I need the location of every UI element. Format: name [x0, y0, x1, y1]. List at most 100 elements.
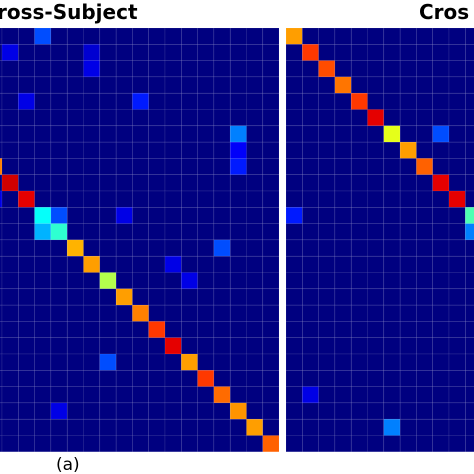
heatmap-cell	[148, 239, 166, 257]
heatmap-cell	[367, 141, 385, 159]
heatmap-cell	[246, 141, 264, 159]
heatmap-cell	[262, 321, 279, 338]
heatmap-cell	[246, 255, 264, 273]
heatmap-cell	[432, 43, 450, 61]
heatmap-cell	[383, 386, 401, 404]
heatmap-cell	[262, 158, 279, 175]
heatmap-cell	[301, 109, 319, 127]
heatmap-cell	[1, 109, 19, 127]
heatmap-cell	[17, 207, 35, 224]
heatmap-cell	[262, 28, 279, 45]
heatmap-cell	[464, 92, 474, 110]
heatmap-cell	[229, 174, 247, 192]
heatmap-cell	[132, 223, 149, 241]
heatmap-cell	[229, 223, 247, 241]
heatmap-cell	[50, 255, 68, 273]
heatmap-cell	[464, 402, 474, 420]
heatmap-cell	[0, 76, 3, 94]
heatmap-cell	[0, 369, 3, 387]
heatmap-cell	[50, 402, 68, 420]
heatmap-cell	[318, 337, 336, 355]
heatmap-cell	[383, 109, 401, 127]
heatmap-cell	[301, 288, 319, 306]
heatmap-cell	[229, 125, 247, 143]
heatmap-cell	[318, 28, 336, 45]
heatmap-cell	[115, 43, 133, 61]
heatmap-cell	[1, 272, 19, 290]
heatmap-cell	[99, 174, 117, 192]
heatmap-cell	[99, 239, 117, 257]
heatmap-cell	[334, 109, 352, 127]
heatmap-cell	[367, 255, 385, 273]
heatmap-cell	[262, 92, 279, 110]
heatmap-cell	[0, 207, 3, 224]
heatmap-cell	[286, 435, 303, 452]
heatmap-cell	[50, 43, 68, 61]
heatmap-cell	[367, 321, 385, 338]
heatmap-cell	[464, 125, 474, 143]
heatmap-cell	[229, 304, 247, 322]
heatmap-cell	[350, 272, 368, 290]
heatmap-cell	[17, 60, 35, 78]
heatmap-cell	[246, 60, 264, 78]
heatmap-cell	[367, 386, 385, 404]
heatmap-cell	[197, 272, 215, 290]
heatmap-cell	[50, 28, 68, 45]
heatmap-cell	[464, 418, 474, 436]
heatmap-cell	[383, 304, 401, 322]
heatmap-cell	[448, 255, 466, 273]
heatmap-cell	[286, 321, 303, 338]
heatmap-cell	[50, 141, 68, 159]
heatmap-cell	[448, 207, 466, 224]
heatmap-cell	[399, 304, 417, 322]
heatmap-cell	[286, 207, 303, 224]
heatmap-cell	[50, 239, 68, 257]
heatmap-cell	[262, 369, 279, 387]
heatmap-cell	[213, 223, 231, 241]
heatmap-cell	[213, 353, 231, 371]
heatmap-cell	[115, 92, 133, 110]
heatmap-cell	[286, 386, 303, 404]
heatmap-cell	[246, 353, 264, 371]
heatmap-cell	[301, 321, 319, 338]
heatmap-cell	[1, 141, 19, 159]
heatmap-cell	[262, 435, 279, 452]
heatmap-cell	[416, 76, 433, 94]
heatmap-cell	[318, 321, 336, 338]
heatmap-cell	[416, 288, 433, 306]
heatmap-cell	[318, 239, 336, 257]
heatmap-cell	[262, 418, 279, 436]
heatmap-cell	[83, 60, 101, 78]
heatmap-cell	[246, 174, 264, 192]
heatmap-cell	[318, 402, 336, 420]
heatmap-cell	[334, 272, 352, 290]
heatmap-cell	[416, 207, 433, 224]
heatmap-cell	[66, 43, 84, 61]
heatmap-cell	[399, 255, 417, 273]
heatmap-cell	[229, 190, 247, 208]
chart-title: ross-Subject	[0, 0, 138, 24]
heatmap-cell	[115, 125, 133, 143]
heatmap-cell	[448, 239, 466, 257]
heatmap-cell	[132, 272, 149, 290]
heatmap-cell	[399, 76, 417, 94]
heatmap-cell	[115, 223, 133, 241]
heatmap-cell	[197, 125, 215, 143]
heatmap-cell	[383, 272, 401, 290]
heatmap-cell	[318, 60, 336, 78]
heatmap-cell	[350, 43, 368, 61]
heatmap-cell	[164, 304, 182, 322]
heatmap-cell	[213, 92, 231, 110]
heatmap-cell	[115, 174, 133, 192]
heatmap-cell	[383, 141, 401, 159]
heatmap-cell	[416, 304, 433, 322]
heatmap-cell	[83, 288, 101, 306]
heatmap-cell	[383, 353, 401, 371]
heatmap-cell	[197, 402, 215, 420]
heatmap-cell	[148, 76, 166, 94]
heatmap-cell	[416, 92, 433, 110]
heatmap-cell	[148, 174, 166, 192]
heatmap-cell	[399, 337, 417, 355]
heatmap-cell	[246, 223, 264, 241]
